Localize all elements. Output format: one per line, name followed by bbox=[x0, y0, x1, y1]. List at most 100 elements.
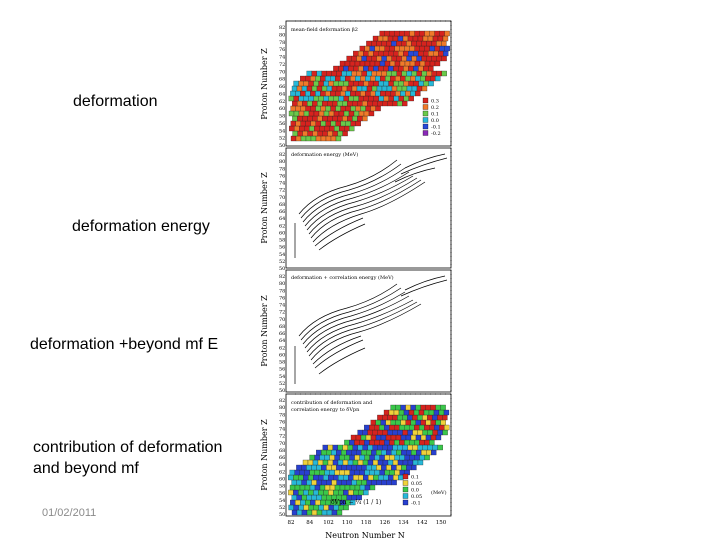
y-tick-label: 74 bbox=[279, 181, 285, 187]
heatmap-cell bbox=[355, 90, 361, 97]
heatmap-cell bbox=[380, 419, 386, 426]
heatmap-cell bbox=[363, 110, 370, 117]
heatmap-cell bbox=[343, 95, 349, 102]
y-tick-label: 74 bbox=[279, 55, 285, 61]
heatmap-cell bbox=[369, 45, 375, 52]
heatmap-cell bbox=[320, 120, 326, 127]
heatmap-cell bbox=[341, 70, 347, 77]
heatmap-cell bbox=[316, 464, 322, 471]
heatmap-cell bbox=[298, 504, 304, 511]
heatmap-cell bbox=[430, 434, 437, 441]
heatmap-cell bbox=[359, 439, 365, 446]
contour-line bbox=[304, 295, 410, 349]
heatmap-cell bbox=[322, 100, 328, 107]
heatmap-cell bbox=[361, 70, 367, 77]
heatmap-cell bbox=[354, 469, 360, 476]
heatmap-cell bbox=[433, 409, 440, 416]
heatmap-cell bbox=[402, 35, 409, 42]
legend-label: 0.05 bbox=[411, 481, 422, 487]
heatmap-cell bbox=[409, 45, 415, 52]
heatmap-cell bbox=[353, 110, 360, 117]
heatmap-cell bbox=[393, 80, 399, 87]
heatmap-cell bbox=[363, 65, 369, 72]
heatmap-cell bbox=[321, 479, 327, 486]
heatmap-cell bbox=[296, 464, 302, 471]
heatmap-cell bbox=[372, 444, 378, 451]
heatmap-cell bbox=[359, 469, 365, 476]
heatmap-cell bbox=[337, 130, 343, 137]
heatmap-cell bbox=[403, 50, 409, 57]
heatmap-cell bbox=[351, 449, 357, 456]
contour-line bbox=[314, 217, 364, 247]
heatmap-cell bbox=[406, 40, 412, 47]
heatmap-cell bbox=[294, 125, 300, 132]
heatmap-cell bbox=[288, 474, 294, 481]
heatmap-cell bbox=[310, 90, 316, 97]
heatmap-cell bbox=[396, 55, 402, 62]
heatmap-cell bbox=[332, 100, 338, 107]
heatmap-cell bbox=[333, 489, 339, 496]
heatmap-cell bbox=[404, 424, 410, 431]
heatmap-cell bbox=[410, 75, 416, 82]
heatmap-cell bbox=[291, 85, 298, 92]
heatmap-cell bbox=[437, 429, 443, 436]
heatmap-cell bbox=[290, 105, 296, 112]
legend-swatch bbox=[402, 499, 409, 506]
heatmap-cell bbox=[415, 90, 421, 97]
heatmap-cell bbox=[436, 70, 442, 77]
heatmap-cell bbox=[328, 80, 334, 87]
heatmap-cell bbox=[305, 75, 311, 82]
heatmap-cell bbox=[343, 489, 349, 496]
heatmap-cell bbox=[402, 444, 408, 451]
heatmap-cell bbox=[444, 30, 450, 37]
panel-4-title-line1: contribution of deformation and bbox=[291, 400, 373, 406]
heatmap-cell bbox=[313, 474, 319, 481]
heatmap-cell bbox=[404, 30, 410, 37]
heatmap-cell bbox=[439, 30, 445, 37]
heatmap-cell bbox=[353, 65, 359, 72]
heatmap-cell bbox=[298, 80, 304, 87]
heatmap-cell bbox=[319, 454, 325, 461]
heatmap-cell bbox=[337, 444, 343, 451]
heatmap-cell bbox=[378, 95, 384, 102]
heatmap-cell bbox=[351, 55, 357, 62]
heatmap-cell bbox=[321, 464, 327, 471]
heatmap-cell bbox=[323, 489, 329, 496]
heatmap-cell bbox=[377, 414, 383, 421]
heatmap-cell bbox=[303, 474, 309, 481]
heatmap-cell bbox=[392, 444, 398, 451]
contour-line bbox=[302, 291, 406, 345]
heatmap-cell bbox=[294, 484, 301, 491]
heatmap-cell bbox=[336, 479, 342, 486]
heatmap-cell bbox=[371, 85, 378, 92]
y-tick-label: 56 bbox=[279, 367, 285, 373]
heatmap-cell bbox=[371, 55, 377, 62]
heatmap-cell bbox=[376, 449, 382, 456]
heatmap-cell bbox=[334, 125, 340, 132]
heatmap-cell bbox=[435, 434, 442, 441]
heatmap-cell bbox=[388, 474, 394, 481]
heatmap-cell bbox=[333, 110, 340, 117]
heatmap-cell bbox=[385, 90, 391, 97]
heatmap-cell bbox=[336, 509, 343, 516]
heatmap-cell bbox=[401, 70, 407, 77]
heatmap-cell bbox=[297, 115, 303, 122]
y-tick-label: 56 bbox=[279, 491, 285, 497]
heatmap-cell bbox=[388, 80, 394, 87]
heatmap-cell bbox=[336, 464, 342, 471]
heatmap-cell bbox=[366, 464, 372, 471]
legend-swatch bbox=[402, 473, 409, 480]
heatmap-cell bbox=[296, 509, 303, 516]
heatmap-cell bbox=[359, 454, 365, 461]
heatmap-cell bbox=[313, 80, 319, 87]
heatmap-cell bbox=[357, 115, 363, 122]
legend-label: 0.2 bbox=[431, 105, 439, 111]
heatmap-cell bbox=[409, 30, 415, 37]
heatmap-cell bbox=[432, 35, 439, 42]
contour-line bbox=[404, 153, 446, 169]
heatmap-cell bbox=[346, 449, 352, 456]
heatmap-cell bbox=[381, 449, 387, 456]
heatmap-cell bbox=[389, 424, 395, 431]
heatmap-cell bbox=[350, 75, 356, 82]
heatmap-cell bbox=[444, 424, 450, 431]
